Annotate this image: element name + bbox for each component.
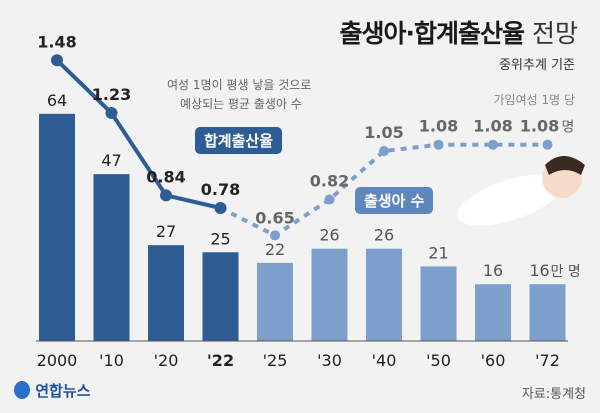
bar-label-4: 22: [265, 240, 285, 259]
bar-1: [93, 174, 130, 341]
tfr-label-9: 1.08: [520, 117, 559, 136]
bar-label-5: 26: [319, 226, 339, 245]
x-tick-3: '22: [207, 351, 234, 370]
tfr-point-9: [542, 139, 553, 150]
title: 출생아·합계출산율 전망: [339, 19, 578, 48]
tfr-note-2: 예상되는 평균 출생아 수: [180, 97, 302, 111]
tfr-note-1: 여성 1명이 평생 낳을 것으로: [167, 78, 312, 92]
tfr-label-8: 1.08: [473, 117, 512, 136]
bar-label-0: 64: [47, 91, 67, 110]
bar-label-9: 16: [529, 261, 549, 280]
tfr-label-4: 0.65: [255, 208, 294, 227]
tfr-legend-label: 합계출산율: [195, 127, 283, 154]
source: 자료:통계청: [521, 387, 586, 402]
x-tick-2: '20: [154, 351, 179, 370]
bar-8: [475, 284, 511, 341]
x-tick-0: 2000: [37, 351, 78, 370]
bar-4: [257, 262, 293, 341]
x-tick-9: '72: [535, 351, 560, 370]
bar-label-8: 16: [483, 261, 503, 280]
x-tick-6: '40: [372, 351, 397, 370]
tfr-label-6: 1.05: [364, 123, 403, 142]
tfr-point-0: [51, 54, 63, 67]
bar-9: [529, 284, 566, 341]
bar-label-6: 26: [374, 226, 394, 245]
tfr-point-5: [324, 194, 335, 205]
tfr-point-6: [379, 146, 389, 157]
tfr-point-8: [488, 139, 498, 150]
tfr-label-7: 1.08: [419, 117, 458, 136]
bar-2: [148, 245, 184, 341]
bar-label-2: 27: [156, 222, 176, 241]
footer-logo: 연합뉴스: [14, 380, 90, 401]
bar-label-1: 47: [101, 151, 121, 170]
baby-hair: [545, 156, 585, 175]
tfr-line-actual: [55, 58, 221, 210]
births-legend-label: 출생아 수: [355, 187, 434, 214]
baby-illustration: [457, 174, 563, 226]
tfr-label-2: 0.84: [146, 167, 185, 186]
tfr-label-3: 0.78: [201, 180, 240, 199]
tfr-point-7: [433, 139, 444, 150]
x-tick-8: '60: [481, 351, 506, 370]
bar-5: [311, 248, 348, 341]
bar-3: [202, 252, 239, 341]
bar-label-3: 25: [210, 229, 230, 248]
tfr-point-1: [105, 107, 118, 120]
bar-6: [366, 248, 402, 341]
tfr-label-0: 1.48: [37, 32, 76, 51]
tfr-unit-label: 명: [562, 120, 575, 136]
bar-0: [39, 113, 75, 341]
subtitle: 중위추계 기준: [499, 58, 575, 73]
x-tick-5: '30: [317, 351, 342, 370]
tfr-point-3: [214, 202, 227, 214]
bar-label-7: 21: [428, 243, 448, 262]
x-tick-1: '10: [99, 351, 124, 370]
tfr-point-2: [160, 189, 172, 202]
tfr-label-5: 0.82: [310, 172, 349, 191]
x-tick-7: '50: [426, 351, 451, 370]
tfr-label-1: 1.23: [92, 85, 131, 104]
births-unit-label: 만 명: [551, 264, 581, 280]
tfr-point-4: [270, 230, 280, 241]
x-tick-4: '25: [263, 351, 288, 370]
tfr-unit-note: 가임여성 1명 당: [493, 93, 575, 107]
bar-7: [420, 266, 457, 341]
logo-globe-icon: [14, 381, 30, 399]
